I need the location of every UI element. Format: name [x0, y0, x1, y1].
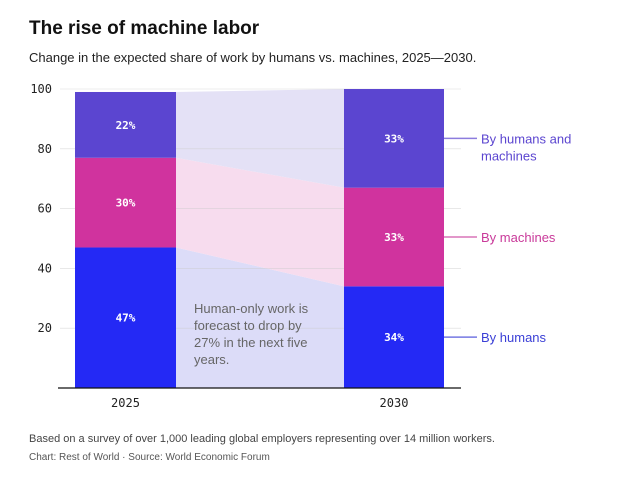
flow-band: [176, 247, 344, 388]
y-tick-label: 100: [30, 82, 52, 96]
bar-value-label: 33%: [384, 132, 404, 145]
bar-segment: [75, 247, 176, 388]
y-tick-label: 80: [38, 142, 52, 156]
chart-subtitle: Change in the expected share of work by …: [29, 50, 477, 65]
x-tick-label: 2025: [111, 396, 140, 410]
series-label: machines: [481, 148, 537, 163]
annotation-text: years.: [194, 352, 229, 367]
bar-value-label: 34%: [384, 331, 404, 344]
series-label: By humans and: [481, 131, 571, 146]
annotation-text: forecast to drop by: [194, 318, 302, 333]
bar-value-label: 22%: [116, 119, 136, 132]
credit: Chart: Rest of World · Source: World Eco…: [29, 452, 270, 463]
x-tick-label: 2030: [380, 396, 409, 410]
y-tick-label: 40: [38, 261, 52, 275]
y-tick-label: 60: [38, 202, 52, 216]
bar-value-label: 33%: [384, 231, 404, 244]
annotation-text: Human-only work is: [194, 301, 309, 316]
flow-band: [176, 89, 344, 188]
bar-segment: [344, 286, 444, 388]
bar-segment: [75, 91, 176, 158]
bar-segment: [344, 89, 444, 188]
annotation-text: 27% in the next five: [194, 335, 307, 350]
bar-value-label: 30%: [116, 197, 136, 210]
series-label: By humans: [481, 330, 547, 345]
footnote: Based on a survey of over 1,000 leading …: [29, 433, 495, 445]
bar-value-label: 47%: [116, 312, 136, 325]
series-label: By machines: [481, 230, 556, 245]
y-tick-label: 20: [38, 321, 52, 335]
bar-segment: [75, 157, 176, 248]
chart-title: The rise of machine labor: [29, 18, 260, 39]
bar-segment: [344, 187, 444, 287]
flow-band: [176, 157, 344, 287]
